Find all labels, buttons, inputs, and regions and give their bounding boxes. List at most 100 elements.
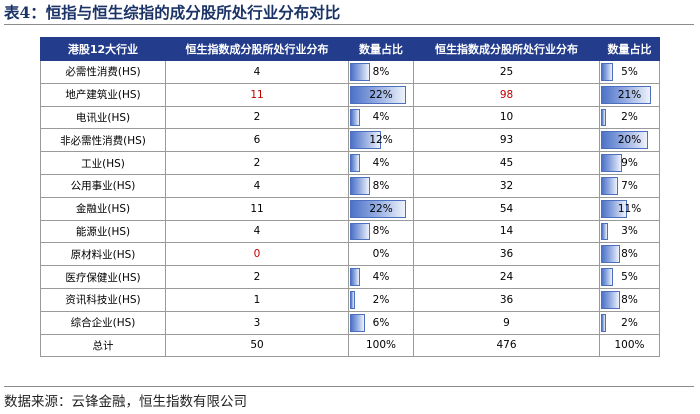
share-bar — [601, 222, 609, 241]
share-bar — [350, 85, 407, 104]
industry-cell: 工业(HS) — [40, 151, 166, 175]
hsci-count-cell: 32 — [413, 173, 600, 198]
hsci-pct-cell: 3% — [599, 219, 660, 244]
share-label: 0% — [372, 248, 390, 261]
table-caption: 表4：恒指与恒生综指的成分股所处行业分布对比 — [4, 3, 341, 22]
share-bar — [601, 154, 623, 172]
hsi-pct-cell: 4% — [348, 151, 414, 175]
share-label: 2% — [621, 316, 638, 329]
share-bar — [601, 268, 613, 286]
share-label: 7% — [621, 179, 638, 192]
hsi-pct-cell: 4% — [348, 105, 414, 130]
industry-cell: 地产建筑业(HS) — [40, 82, 166, 107]
hsci-count-cell: 9 — [413, 310, 600, 335]
share-bar — [601, 131, 649, 150]
hsi-pct-cell: 8% — [348, 219, 414, 244]
share-bar — [350, 131, 381, 150]
hsci-count-cell: 98 — [413, 82, 600, 107]
share-bar — [601, 313, 606, 332]
hsci-count-cell: 36 — [413, 287, 600, 312]
share-label: 3% — [621, 225, 638, 238]
share-label: 8% — [372, 179, 390, 192]
hsi-pct-cell: 2% — [348, 287, 414, 312]
hsi-pct-cell: 8% — [348, 60, 414, 84]
hsi-count-cell: 4 — [165, 60, 349, 84]
hsi-count-cell: 2 — [165, 265, 349, 289]
share-label: 8% — [621, 293, 638, 306]
share-bar — [350, 290, 356, 309]
total-hsi-count: 50 — [165, 333, 349, 358]
hsci-pct-cell: 2% — [599, 310, 660, 335]
footer-divider — [4, 386, 694, 387]
table-header-row: 港股12大行业 恒生指数成分股所处行业分布 数量占比 恒生指数成分股所处行业分布… — [40, 37, 660, 61]
share-bar — [350, 199, 407, 218]
share-bar — [350, 268, 361, 286]
table-row: 电讯业(HS) 2 4% 10 2% — [40, 105, 660, 130]
table-row: 地产建筑业(HS) 11 22% 98 21% — [40, 82, 660, 107]
industry-cell: 非必需性消费(HS) — [40, 128, 166, 153]
share-label: 11% — [617, 202, 642, 215]
share-label: 22% — [369, 88, 393, 101]
industry-cell: 原材料业(HS) — [40, 242, 166, 267]
total-label: 总计 — [40, 333, 166, 358]
share-label: 21% — [617, 88, 642, 101]
hsci-count-cell: 36 — [413, 242, 600, 267]
total-hsci-count: 476 — [413, 333, 600, 358]
share-bar — [350, 63, 371, 81]
share-label: 4% — [372, 111, 390, 124]
hsci-count-cell: 25 — [413, 60, 600, 84]
hsci-count-cell: 54 — [413, 196, 600, 221]
share-label: 12% — [369, 134, 393, 147]
total-row: 总计 50 100% 476 100% — [40, 333, 660, 358]
hsci-pct-cell: 5% — [599, 60, 660, 84]
caption-divider — [4, 24, 694, 25]
table-row: 医疗保健业(HS) 2 4% 24 5% — [40, 265, 660, 289]
hsi-count-cell: 11 — [165, 196, 349, 221]
hsci-pct-cell: 2% — [599, 105, 660, 130]
share-label: 4% — [372, 157, 390, 170]
hsci-pct-cell: 7% — [599, 173, 660, 198]
share-label: 20% — [617, 134, 642, 147]
hsi-count-cell: 1 — [165, 287, 349, 312]
industry-cell: 公用事业(HS) — [40, 173, 166, 198]
share-label: 2% — [372, 293, 390, 306]
hsi-pct-cell: 8% — [348, 173, 414, 198]
share-label: 6% — [372, 316, 390, 329]
hsci-pct-cell: 20% — [599, 128, 660, 153]
hsi-pct-cell: 0% — [348, 242, 414, 267]
industry-distribution-table: 港股12大行业 恒生指数成分股所处行业分布 数量占比 恒生指数成分股所处行业分布… — [40, 37, 660, 358]
industry-cell: 资讯科技业(HS) — [40, 287, 166, 312]
industry-cell: 必需性消费(HS) — [40, 60, 166, 84]
share-bar — [350, 108, 361, 127]
hsci-count-cell: 14 — [413, 219, 600, 244]
share-bar — [350, 222, 371, 241]
industry-cell: 电讯业(HS) — [40, 105, 166, 130]
hsci-count-cell: 45 — [413, 151, 600, 175]
table-row: 综合企业(HS) 3 6% 9 2% — [40, 310, 660, 335]
header-hsi-pct: 数量占比 — [348, 37, 414, 61]
share-bar — [601, 290, 620, 309]
share-bar — [601, 85, 651, 104]
share-label: 5% — [621, 271, 638, 284]
hsci-pct-cell: 11% — [599, 196, 660, 221]
source-note: 数据来源：云锋金融，恒生指数有限公司 — [4, 394, 247, 410]
table-row: 工业(HS) 2 4% 45 9% — [40, 151, 660, 175]
hsci-count-cell: 93 — [413, 128, 600, 153]
table-row: 原材料业(HS) 0 0% 36 8% — [40, 242, 660, 267]
share-bar — [350, 313, 366, 332]
industry-cell: 医疗保健业(HS) — [40, 265, 166, 289]
share-label: 5% — [621, 65, 638, 78]
share-bar — [350, 154, 361, 172]
hsi-pct-cell: 4% — [348, 265, 414, 289]
industry-cell: 综合企业(HS) — [40, 310, 166, 335]
header-industry: 港股12大行业 — [40, 37, 166, 61]
share-bar — [601, 63, 613, 81]
hsci-pct-cell: 9% — [599, 151, 660, 175]
share-label: 9% — [621, 157, 638, 170]
table-row: 公用事业(HS) 4 8% 32 7% — [40, 173, 660, 198]
table-row: 资讯科技业(HS) 1 2% 36 8% — [40, 287, 660, 312]
total-hsi-pct: 100% — [348, 333, 414, 358]
hsi-count-cell: 4 — [165, 219, 349, 244]
hsi-pct-cell: 22% — [348, 82, 414, 107]
hsi-pct-cell: 22% — [348, 196, 414, 221]
